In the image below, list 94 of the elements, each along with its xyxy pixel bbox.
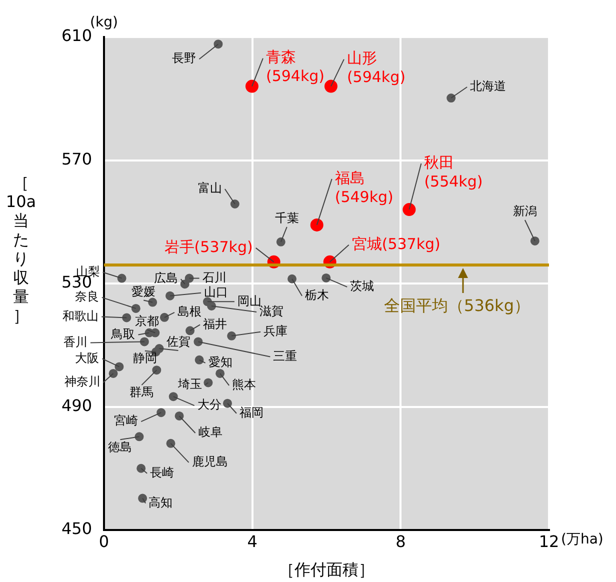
point [214, 40, 223, 49]
annotation: 広島 [154, 271, 178, 286]
y-tick-label: 490 [61, 396, 92, 415]
annotation: 神奈川 [64, 374, 100, 389]
y-tick-label: 570 [61, 149, 92, 168]
annotation: 大阪 [75, 350, 100, 365]
point [324, 80, 338, 93]
point [138, 494, 148, 503]
point [134, 432, 144, 442]
point [186, 326, 195, 336]
point [152, 366, 162, 375]
annotation: 岩手(537kg) [164, 238, 253, 256]
point [117, 274, 126, 283]
point [276, 237, 286, 246]
annotation: 群馬 [130, 385, 154, 400]
point [322, 273, 331, 282]
point [530, 236, 540, 246]
annotation: 香川 [63, 334, 88, 349]
point [310, 218, 324, 232]
point [216, 368, 225, 378]
point [166, 438, 176, 448]
point [446, 94, 456, 103]
x-tick-label: 4 [247, 532, 258, 551]
annotation: 滋賀 [260, 304, 284, 318]
point [245, 80, 258, 93]
annotation: 京都 [135, 314, 160, 328]
y-tick-label: 610 [61, 26, 92, 46]
annotation: 岐阜 [198, 425, 222, 440]
point [168, 392, 178, 402]
annotation: 山口 [204, 284, 228, 299]
point [402, 203, 416, 216]
annotation: 熊本 [232, 378, 256, 392]
point [222, 398, 232, 408]
annotation: 北海道 [470, 79, 506, 94]
x-tick-label: 12 [538, 532, 560, 551]
point [194, 355, 204, 364]
annotation: 千葉 [274, 211, 299, 226]
annotation: 高知 [148, 495, 173, 510]
annotation: 大分 [197, 398, 222, 412]
point [122, 313, 132, 322]
annotation: 埼玉 [177, 376, 202, 391]
x-tick-label: 0 [98, 532, 110, 551]
annotation: 山形(594kg) [346, 49, 406, 86]
point [140, 337, 149, 346]
annotation: 新潟 [512, 204, 537, 218]
point [131, 304, 140, 313]
point [288, 274, 297, 284]
point [184, 274, 194, 283]
annotation: 宮城(537kg) [352, 234, 440, 253]
annotation: 三重 [273, 348, 298, 363]
annotation: 石川 [202, 270, 226, 284]
text: (kg) [90, 14, 118, 31]
point [230, 200, 240, 209]
annotation: 和歌山 [62, 308, 99, 323]
annotation: 茨城 [350, 279, 374, 294]
ref-line-label: 全国平均（536kg） [384, 296, 530, 316]
annotation: 愛知 [208, 355, 232, 370]
annotation: 秋田(554kg) [424, 153, 483, 190]
annotation: 徳島 [108, 440, 132, 454]
annotation: 愛媛 [132, 284, 156, 298]
annotation: 福岡 [239, 405, 264, 420]
point [227, 331, 236, 340]
point [136, 464, 146, 473]
annotation: 福島(549kg) [334, 168, 394, 206]
annotation: 佐賀 [166, 334, 190, 349]
y-axis-title: ［10a当たり収量］ [6, 173, 36, 325]
point [160, 312, 169, 322]
point [194, 337, 203, 346]
annotation: 長崎 [150, 466, 174, 480]
annotation: 栃木 [305, 288, 330, 302]
annotation: 静岡 [132, 351, 157, 366]
point [156, 408, 166, 418]
annotation: 宮崎 [114, 414, 138, 428]
y-tick-label: 450 [61, 519, 92, 538]
annotation: 兵庫 [264, 324, 288, 338]
x-tick-label: 8 [396, 532, 406, 551]
annotation: 富山 [198, 181, 222, 196]
point [174, 411, 184, 420]
annotation: 青森(594kg) [266, 48, 325, 86]
annotation: 鳥取 [110, 326, 136, 341]
point [166, 291, 175, 300]
annotation: 岡山 [237, 294, 262, 308]
point [207, 301, 216, 310]
annotation: 福井 [203, 316, 228, 331]
point [108, 368, 118, 378]
annotation: 長野 [172, 51, 196, 66]
x-axis-title: ［作付面積］ [278, 560, 376, 581]
annotation: 島根 [177, 304, 202, 319]
point [204, 378, 213, 388]
text: (万ha) [561, 532, 604, 548]
annotation: 鹿児島 [192, 454, 228, 469]
point [114, 362, 124, 372]
point [148, 298, 158, 307]
annotation: 奈良 [74, 290, 99, 304]
